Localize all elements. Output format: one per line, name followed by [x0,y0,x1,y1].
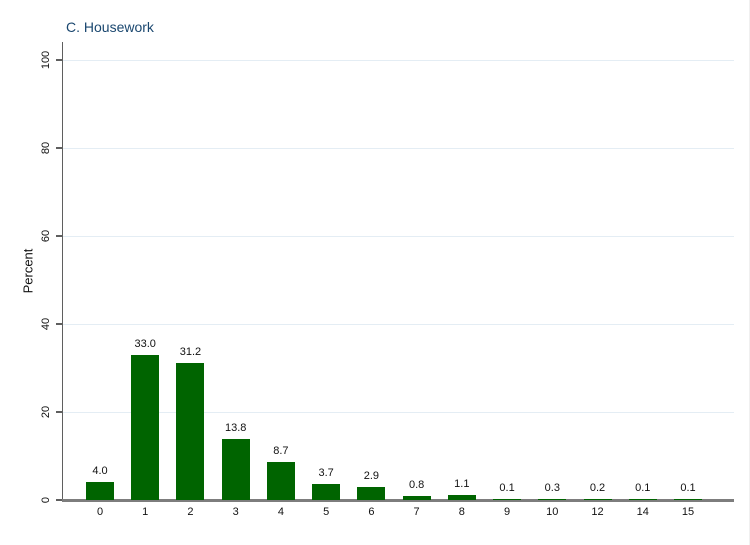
bar [86,482,114,500]
x-tick-label: 14 [636,506,649,518]
y-axis-tick [55,499,62,501]
x-tick-label: 3 [232,506,239,518]
bar-value-label: 13.8 [224,422,247,435]
bar [673,499,702,500]
x-tick-label: 9 [504,506,511,518]
y-axis-tick [55,411,62,413]
bar-value-label: 0.1 [680,482,696,494]
bar [402,496,431,500]
x-tick-label: 12 [591,506,604,518]
bar-value-label: 1.1 [454,478,470,491]
y-axis-title: Percent [20,248,36,294]
y-tick-label: 0 [40,496,52,504]
y-tick-label: 40 [40,317,52,331]
x-tick-label: 2 [187,506,194,518]
bar-value-label: 2.9 [363,470,380,483]
bar-value-label: 0.1 [635,482,651,494]
y-axis-line [61,42,64,502]
y-axis-tick [55,235,62,237]
x-tick-label: 10 [546,506,559,518]
bar-value-label: 0.1 [499,482,515,494]
bar [312,483,341,500]
bar [176,362,205,500]
bar [131,354,160,500]
bar-value-label: 4.0 [92,465,108,478]
bar [221,439,250,500]
gridline [63,411,734,413]
x-tick-label: 7 [413,506,420,518]
x-axis-line [62,499,734,502]
y-tick-label: 80 [40,141,52,155]
gridline [63,59,734,61]
x-tick-label: 4 [277,506,284,518]
bar-value-label: 33.0 [134,337,156,350]
bar-value-label: 0.2 [589,482,606,494]
x-tick-label: 15 [681,506,695,518]
y-axis-tick [55,59,62,61]
y-tick-label: 100 [40,50,52,70]
bar [583,499,612,500]
gridline [63,235,734,237]
y-axis-tick [55,147,62,149]
y-axis-tick [55,323,62,325]
gridline [63,147,734,149]
bar [447,495,476,500]
x-tick-label: 5 [323,506,330,518]
y-tick-label: 60 [40,229,52,243]
x-tick-label: 1 [142,506,149,518]
x-tick-label: 8 [458,506,465,518]
bar [357,487,386,500]
chart-title: C. Housework [66,19,154,35]
bar-value-label: 31.2 [179,345,202,358]
bar-value-label: 3.7 [318,466,334,479]
bar-value-label: 8.7 [273,444,289,457]
bar [493,499,522,500]
bar-value-label: 0.3 [544,481,560,494]
x-tick-label: 0 [96,506,104,518]
y-tick-label: 20 [40,405,52,419]
bar [628,499,657,500]
bar [538,498,567,500]
bar-value-label: 0.8 [408,479,425,492]
x-tick-label: 6 [368,506,375,518]
bar [266,461,295,500]
gridline [63,323,734,325]
